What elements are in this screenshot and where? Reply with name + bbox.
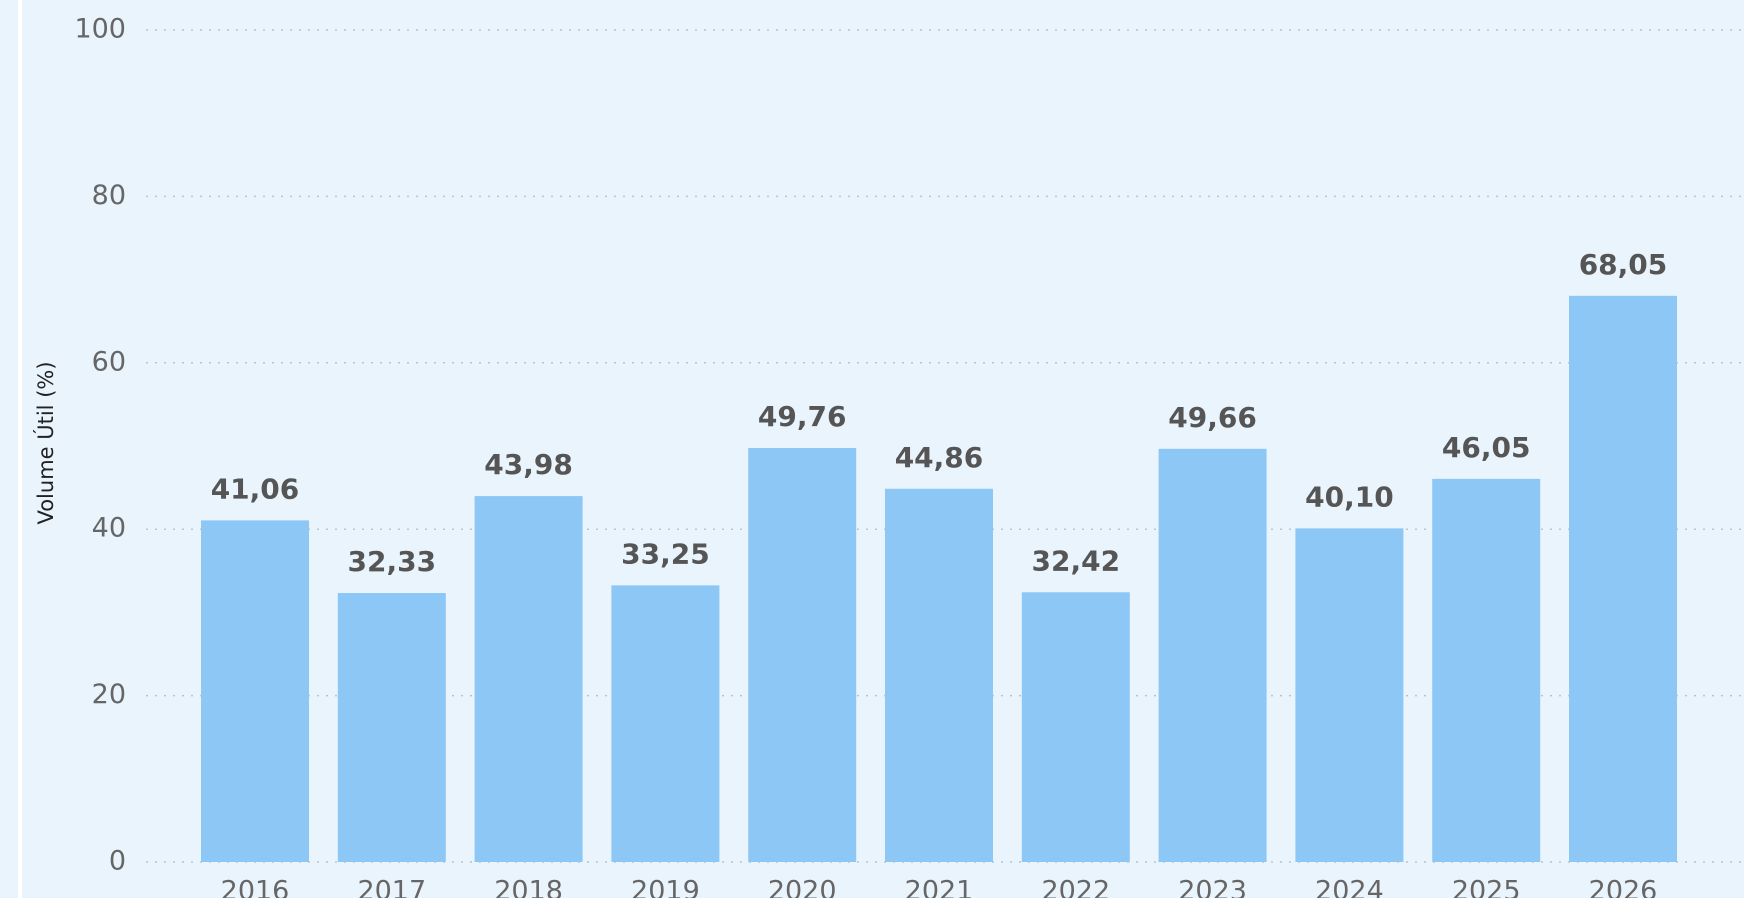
value-label: 32,33 bbox=[348, 545, 437, 578]
x-tick-label: 2016 bbox=[221, 876, 290, 898]
y-axis-label: Volume Útil (%) bbox=[33, 361, 58, 524]
bar bbox=[611, 585, 720, 862]
bar bbox=[1432, 478, 1541, 862]
value-label: 44,86 bbox=[895, 441, 984, 474]
bar bbox=[1295, 528, 1404, 862]
bar bbox=[1569, 295, 1677, 863]
y-tick-label: 0 bbox=[109, 846, 126, 877]
x-tick-label: 2024 bbox=[1315, 876, 1384, 898]
value-label: 41,06 bbox=[211, 472, 300, 505]
x-tick-label: 2017 bbox=[357, 876, 426, 898]
y-tick-label: 100 bbox=[74, 14, 126, 45]
y-tick-label: 80 bbox=[92, 180, 126, 211]
y-tick-label: 20 bbox=[92, 679, 126, 710]
value-label: 40,10 bbox=[1305, 480, 1394, 513]
bar bbox=[1158, 448, 1267, 862]
value-label: 68,05 bbox=[1579, 248, 1668, 281]
y-tick-label: 40 bbox=[92, 513, 126, 544]
value-label: 49,66 bbox=[1168, 401, 1257, 434]
value-label: 32,42 bbox=[1032, 544, 1121, 577]
x-tick-label: 2026 bbox=[1589, 876, 1658, 898]
x-tick-label: 2021 bbox=[905, 876, 974, 898]
value-label: 43,98 bbox=[484, 448, 573, 481]
bar bbox=[748, 447, 857, 862]
value-label: 46,05 bbox=[1442, 431, 1531, 464]
bar bbox=[474, 496, 583, 862]
x-tick-label: 2018 bbox=[494, 876, 563, 898]
bar bbox=[885, 488, 993, 862]
bar bbox=[201, 520, 309, 862]
bar bbox=[1021, 592, 1130, 862]
y-tick-label: 60 bbox=[92, 346, 126, 377]
x-tick-label: 2020 bbox=[768, 876, 837, 898]
x-tick-label: 2023 bbox=[1178, 876, 1247, 898]
bar bbox=[337, 593, 446, 862]
value-label: 33,25 bbox=[621, 537, 710, 570]
value-label: 49,76 bbox=[758, 400, 847, 433]
x-tick-label: 2022 bbox=[1041, 876, 1110, 898]
x-tick-label: 2025 bbox=[1452, 876, 1521, 898]
x-tick-label: 2019 bbox=[631, 876, 700, 898]
